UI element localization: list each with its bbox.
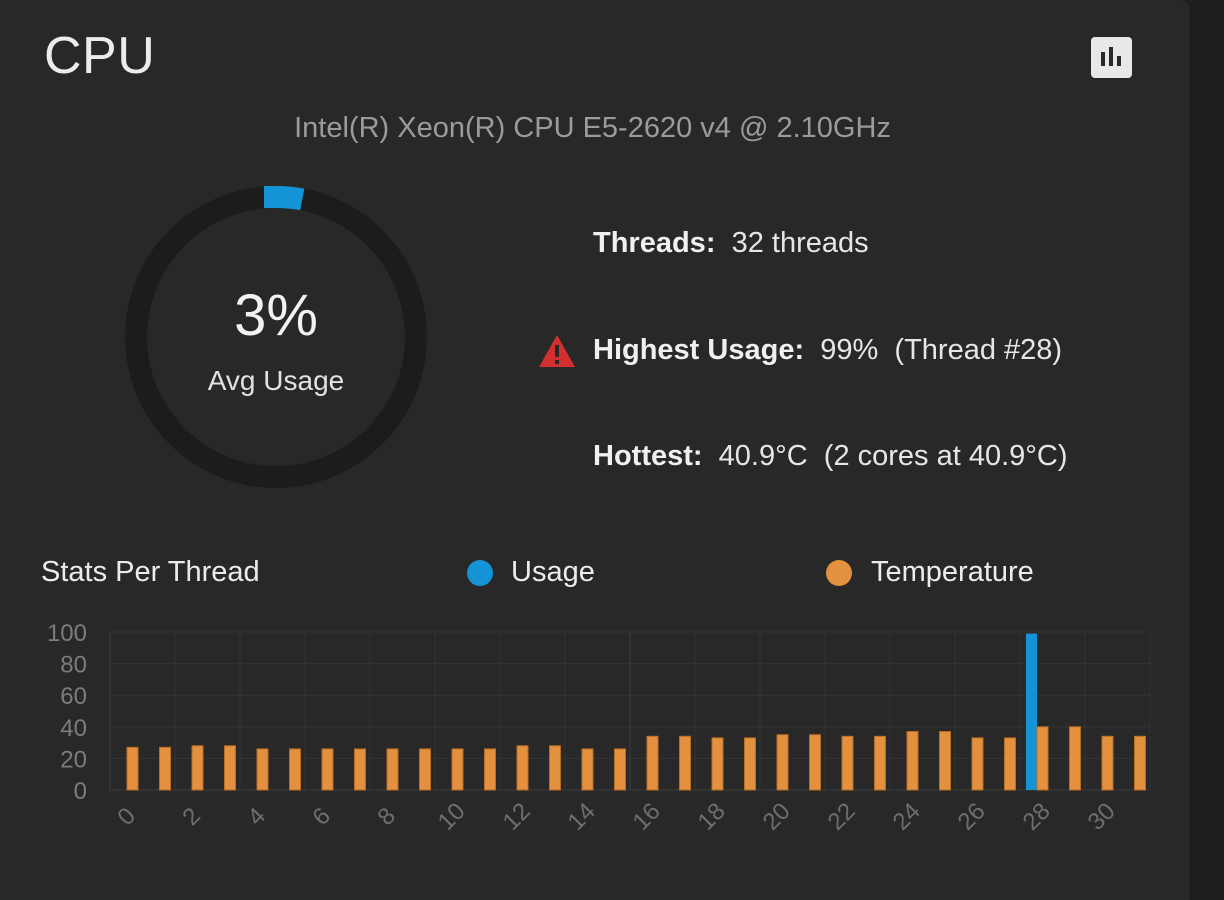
temperature-bar	[906, 731, 919, 791]
y-tick-label: 0	[74, 778, 87, 805]
temperature-bar	[321, 748, 334, 791]
temperature-bar	[484, 748, 496, 791]
temperature-bar	[711, 737, 724, 791]
x-tick-label: 10	[433, 798, 471, 836]
temperature-bar	[809, 734, 821, 791]
temperature-bar	[256, 748, 269, 791]
x-tick-label: 4	[242, 802, 271, 831]
hottest-detail: (2 cores at 40.9°C)	[823, 440, 1068, 472]
y-tick-label: 20	[60, 746, 87, 773]
highest-usage-detail: (Thread #28)	[894, 334, 1063, 366]
usage-legend-dot	[467, 560, 493, 586]
temperature-bar	[841, 735, 854, 791]
cpu-model: Intel(R) Xeon(R) CPU E5-2620 v4 @ 2.10GH…	[294, 112, 891, 144]
x-tick-label: 8	[372, 802, 401, 831]
temperature-legend-dot	[826, 560, 852, 586]
bar-chart-icon	[1101, 47, 1121, 66]
temperature-bar	[679, 735, 691, 791]
y-tick-label: 60	[60, 683, 87, 710]
x-tick-label: 20	[758, 798, 796, 836]
legend-usage[interactable]: Usage	[511, 556, 595, 588]
chart-toggle-button[interactable]	[1091, 37, 1132, 78]
x-tick-label: 22	[823, 798, 861, 836]
hottest-label: Hottest:	[593, 440, 703, 472]
stats-per-thread-title: Stats Per Thread	[41, 556, 260, 588]
temperature-bar	[874, 735, 886, 791]
x-tick-label: 2	[177, 802, 206, 831]
temperature-bar	[1069, 726, 1081, 791]
x-tick-label: 12	[498, 798, 536, 836]
x-tick-label: 6	[307, 802, 336, 831]
temperature-bar	[516, 745, 529, 791]
x-tick-label: 24	[888, 798, 926, 836]
temperature-bar	[939, 731, 951, 791]
temperature-bar	[191, 745, 204, 791]
temperature-bar	[451, 748, 464, 791]
temperature-bar	[744, 737, 756, 791]
temperature-bar	[1134, 735, 1146, 791]
x-tick-label: 18	[693, 798, 731, 836]
card-title: CPU	[44, 27, 156, 85]
temperature-bar	[419, 748, 431, 791]
x-tick-label: 26	[953, 798, 991, 836]
temperature-bar	[1101, 735, 1114, 791]
usage-bar	[1026, 633, 1037, 790]
temperature-bar	[581, 748, 594, 791]
y-tick-label: 80	[60, 652, 87, 679]
temperature-bar	[614, 748, 626, 791]
temperature-bar	[289, 748, 301, 791]
avg-usage-value: 3%	[234, 283, 318, 348]
temperature-bar	[159, 746, 171, 791]
warning-icon	[539, 335, 575, 367]
x-tick-label: 30	[1083, 798, 1121, 836]
legend-temperature[interactable]: Temperature	[871, 556, 1034, 588]
threads-value: 32 threads	[731, 227, 869, 259]
hottest-value: 40.9°C	[718, 440, 808, 472]
hottest-stat: Hottest: 40.9°C (2 cores at 40.9°C)	[593, 440, 1067, 473]
x-tick-label: 28	[1018, 798, 1056, 836]
highest-usage-value: 99%	[820, 334, 879, 366]
threads-label: Threads:	[593, 227, 716, 259]
highest-usage-label: Highest Usage:	[593, 334, 805, 366]
x-tick-label: 16	[628, 798, 666, 836]
cpu-card: CPU Intel(R) Xeon(R) CPU E5-2620 v4 @ 2.…	[41, 27, 1151, 836]
avg-usage-gauge	[125, 186, 427, 488]
temperature-bar	[1004, 737, 1016, 791]
temperature-bar	[776, 734, 789, 791]
temperature-bar	[386, 748, 399, 791]
highest-usage-stat: Highest Usage: 99% (Thread #28)	[593, 334, 1062, 367]
temperature-bar	[549, 745, 561, 791]
temperature-bar	[1036, 726, 1049, 791]
x-tick-label: 14	[563, 798, 601, 836]
temperature-bar	[354, 748, 366, 791]
x-tick-label: 0	[112, 802, 141, 831]
temperature-bar	[224, 745, 236, 791]
temperature-bar	[646, 735, 659, 791]
temperature-bar	[971, 737, 984, 791]
y-tick-label: 40	[60, 715, 87, 742]
avg-usage-label: Avg Usage	[207, 365, 345, 396]
temperature-bar	[126, 746, 139, 791]
gauge-fill	[264, 186, 305, 211]
threads-stat: Threads: 32 threads	[593, 227, 869, 260]
y-tick-label: 100	[47, 620, 87, 647]
